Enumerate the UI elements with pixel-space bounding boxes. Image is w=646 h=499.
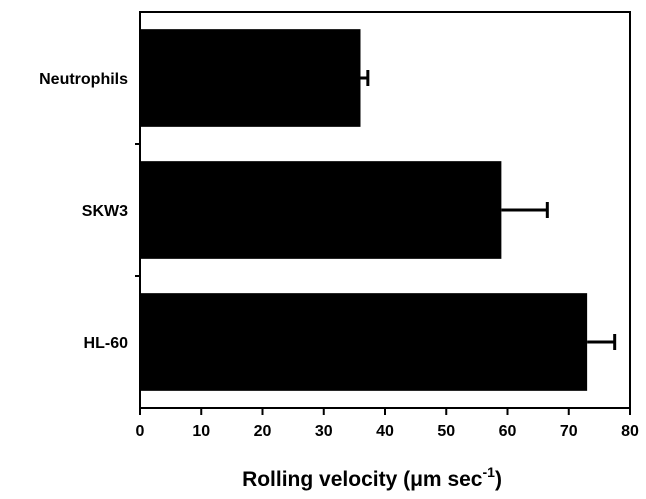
category-label-0: Neutrophils xyxy=(39,71,128,88)
bar-2 xyxy=(140,293,588,391)
x-axis-label-closing: ) xyxy=(495,468,502,491)
error-bars-group xyxy=(360,70,617,350)
bar-1 xyxy=(140,161,502,259)
x-tick-label-4: 40 xyxy=(376,423,394,440)
x-ticks-group: 0 10 20 30 40 50 60 70 80 xyxy=(136,408,639,440)
x-axis-label: Rolling velocity (μm sec-1) xyxy=(242,464,502,491)
bar-0 xyxy=(140,29,361,127)
category-label-2: HL-60 xyxy=(84,335,129,352)
x-tick-label-3: 30 xyxy=(315,423,333,440)
x-tick-label-1: 10 xyxy=(192,423,210,440)
bars-group xyxy=(140,29,588,391)
x-tick-label-6: 60 xyxy=(499,423,517,440)
error-bar-0 xyxy=(360,70,370,86)
x-tick-label-2: 20 xyxy=(254,423,272,440)
error-bar-2 xyxy=(587,334,617,350)
error-bar-1 xyxy=(501,202,549,218)
x-tick-label-7: 70 xyxy=(560,423,578,440)
category-labels-group: Neutrophils SKW3 HL-60 xyxy=(39,71,128,352)
x-tick-label-0: 0 xyxy=(136,423,145,440)
category-label-1: SKW3 xyxy=(82,203,128,220)
x-axis-label-main: Rolling velocity (μm sec xyxy=(242,468,483,491)
x-tick-label-5: 50 xyxy=(437,423,455,440)
x-tick-label-8: 80 xyxy=(621,423,639,440)
x-axis-label-superscript: -1 xyxy=(482,464,495,480)
